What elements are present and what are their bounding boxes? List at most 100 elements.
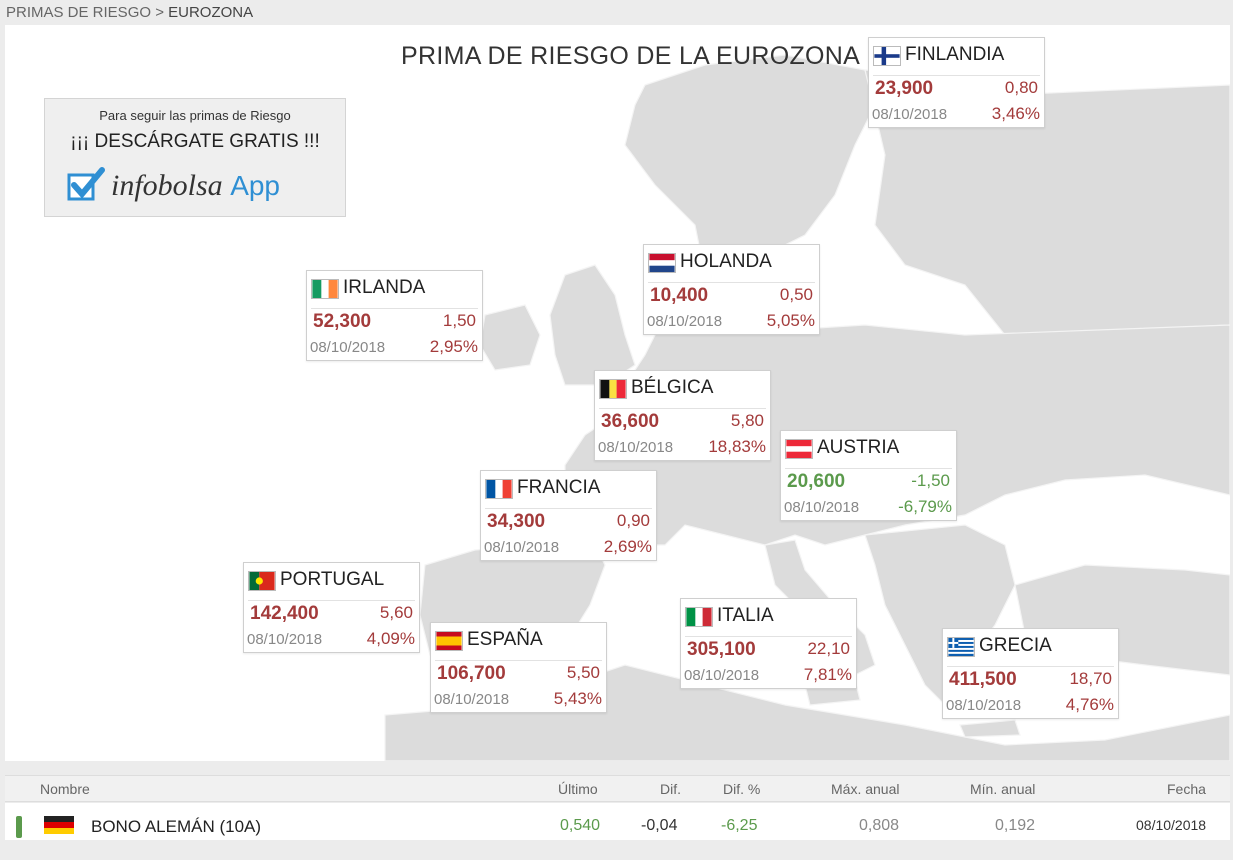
risk-premium-pct: 3,46% [991, 104, 1040, 123]
risk-premium-value: 10,400 [650, 285, 709, 306]
country-name: AUSTRIA [817, 437, 900, 458]
country-name: IRLANDA [343, 277, 426, 298]
risk-premium-pct: 4,76% [1065, 695, 1114, 714]
col-min[interactable]: Mín. anual [970, 781, 1036, 797]
greece-flag-icon [947, 637, 975, 657]
quote-date: 08/10/2018 [872, 106, 948, 123]
card-divider [599, 408, 766, 409]
country-card-portugal[interactable]: PORTUGAL 142,400 5,60 08/10/2018 4,09% [243, 562, 420, 653]
country-card-spain[interactable]: ESPAÑA 106,700 5,50 08/10/2018 5,43% [430, 622, 607, 713]
card-divider [785, 468, 952, 469]
row-dif-pct: -6,25 [721, 817, 758, 834]
risk-premium-value: 20,600 [787, 471, 846, 492]
risk-premium-change: 5,50 [566, 663, 600, 682]
risk-premium-change: -1,50 [911, 471, 950, 490]
spain-flag-icon [435, 631, 463, 651]
row-date: 08/10/2018 [1136, 817, 1207, 833]
quote-date: 08/10/2018 [310, 339, 386, 356]
quote-date: 08/10/2018 [484, 539, 560, 556]
row-last: 0,540 [560, 817, 601, 834]
breadcrumb-parent[interactable]: PRIMAS DE RIESGO > [6, 4, 164, 21]
quote-date: 08/10/2018 [946, 697, 1022, 714]
eurozone-map: PRIMA DE RIESGO DE LA EUROZONA Para segu… [5, 25, 1230, 761]
risk-premium-value: 411,500 [949, 669, 1017, 690]
card-divider [873, 75, 1040, 76]
risk-premium-pct: 5,43% [553, 689, 602, 708]
promo-subtitle: Para seguir las primas de Riesgo [99, 108, 291, 123]
risk-premium-pct: 2,95% [429, 337, 478, 356]
risk-premium-value: 34,300 [487, 511, 546, 532]
col-dif-pct[interactable]: Dif. % [723, 781, 761, 797]
card-divider [311, 308, 478, 309]
risk-premium-value: 305,100 [687, 639, 756, 660]
risk-premium-value: 52,300 [313, 311, 372, 332]
country-name: FRANCIA [517, 477, 601, 498]
breadcrumb-current: EUROZONA [168, 4, 254, 21]
risk-premium-change: 5,80 [730, 411, 764, 430]
risk-premium-change: 18,70 [1069, 669, 1112, 688]
quote-date: 08/10/2018 [647, 313, 723, 330]
country-card-belgium[interactable]: BÉLGICA 36,600 5,80 08/10/2018 18,83% [594, 370, 771, 461]
quote-date: 08/10/2018 [247, 631, 323, 648]
risk-premium-value: 106,700 [437, 663, 506, 684]
italy-flag-icon [685, 607, 713, 627]
risk-premium-pct: 2,69% [603, 537, 652, 556]
quote-date: 08/10/2018 [684, 667, 760, 684]
country-card-italy[interactable]: ITALIA 305,100 22,10 08/10/2018 7,81% [680, 598, 857, 689]
germany-flag-icon [44, 816, 74, 834]
app-promo-banner[interactable]: Para seguir las primas de Riesgo ¡¡¡ DES… [44, 98, 346, 217]
risk-premium-change: 1,50 [442, 311, 476, 330]
map-title: PRIMA DE RIESGO DE LA EUROZONA [401, 42, 861, 70]
card-divider [435, 660, 602, 661]
country-name: ESPAÑA [467, 629, 543, 650]
col-name[interactable]: Nombre [40, 781, 90, 797]
finland-flag-icon [873, 46, 901, 66]
country-name: FINLANDIA [905, 44, 1005, 65]
country-card-greece[interactable]: GRECIA 411,500 18,70 08/10/2018 4,76% [942, 628, 1119, 719]
country-card-finland[interactable]: FINLANDIA 23,900 0,80 08/10/2018 3,46% [868, 37, 1045, 128]
france-flag-icon [485, 479, 513, 499]
ireland-flag-icon [311, 279, 339, 299]
quote-date: 08/10/2018 [784, 499, 860, 516]
risk-premium-value: 36,600 [601, 411, 660, 432]
row-name[interactable]: BONO ALEMÁN (10A) [91, 817, 262, 836]
country-name: HOLANDA [680, 251, 772, 272]
logo-app: App [230, 170, 281, 201]
logo-brand: infobolsa [111, 169, 223, 202]
belgium-flag-icon [599, 379, 627, 399]
risk-premium-pct: 18,83% [708, 437, 766, 456]
country-card-france[interactable]: FRANCIA 34,300 0,90 08/10/2018 2,69% [480, 470, 657, 561]
quote-date: 08/10/2018 [434, 691, 510, 708]
col-date[interactable]: Fecha [1167, 781, 1206, 797]
austria-flag-icon [785, 439, 813, 459]
risk-premium-pct: 4,09% [366, 629, 415, 648]
table-header: Nombre Último Dif. Dif. % Máx. anual Mín… [5, 775, 1230, 802]
col-dif[interactable]: Dif. [660, 781, 681, 797]
card-divider [648, 282, 815, 283]
row-dif: -0,04 [641, 817, 678, 834]
infobolsa-logo: infobolsa App [111, 169, 280, 203]
risk-premium-change: 0,80 [1004, 78, 1038, 97]
col-last[interactable]: Último [558, 781, 598, 797]
risk-premium-value: 23,900 [875, 78, 934, 99]
card-divider [248, 600, 415, 601]
risk-premium-pct: 7,81% [803, 665, 852, 684]
risk-premium-pct: 5,05% [766, 311, 815, 330]
promo-headline: ¡¡¡ DESCÁRGATE GRATIS !!! [70, 131, 320, 152]
card-divider [685, 636, 852, 637]
country-name: ITALIA [717, 605, 774, 626]
country-card-netherlands[interactable]: HOLANDA 10,400 0,50 08/10/2018 5,05% [643, 244, 820, 335]
breadcrumb: PRIMAS DE RIESGO > EUROZONA [6, 4, 253, 21]
country-name: GRECIA [979, 635, 1052, 656]
country-card-ireland[interactable]: IRLANDA 52,300 1,50 08/10/2018 2,95% [306, 270, 483, 361]
country-card-austria[interactable]: AUSTRIA 20,600 -1,50 08/10/2018 -6,79% [780, 430, 957, 521]
row-min: 0,192 [995, 817, 1036, 834]
risk-premium-change: 22,10 [807, 639, 850, 658]
col-max[interactable]: Máx. anual [831, 781, 900, 797]
check-icon [67, 167, 105, 201]
risk-premium-change: 5,60 [379, 603, 413, 622]
trend-bar [16, 816, 22, 838]
table-row[interactable]: BONO ALEMÁN (10A) 0,540 -0,04 -6,25 0,80… [5, 803, 1230, 840]
risk-premium-pct: -6,79% [898, 497, 952, 516]
portugal-flag-icon [248, 571, 276, 591]
